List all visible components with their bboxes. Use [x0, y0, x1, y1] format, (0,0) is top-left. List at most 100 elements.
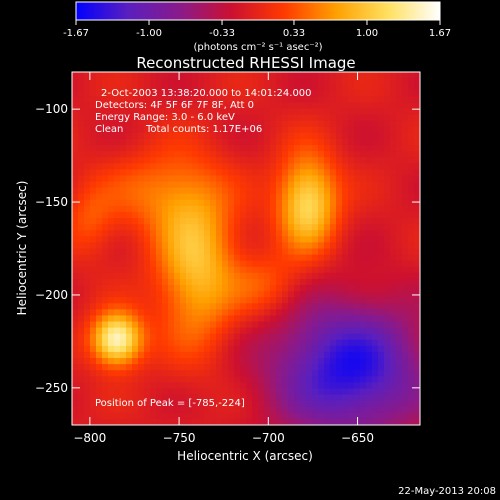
heatmap-cell — [354, 272, 361, 280]
heatmap-cell — [102, 358, 109, 365]
heatmap-cell — [72, 230, 79, 237]
heatmap-cell — [132, 315, 139, 323]
heatmap-cell — [264, 406, 271, 414]
heatmap-cell — [210, 278, 217, 286]
heatmap-cell — [174, 358, 181, 365]
heatmap-cell — [162, 78, 169, 85]
heatmap-cell — [330, 303, 337, 310]
heatmap-cell — [300, 145, 307, 152]
heatmap-cell — [72, 102, 79, 110]
heatmap-cell — [150, 315, 157, 323]
heatmap-cell — [258, 72, 265, 79]
heatmap-cell — [318, 303, 325, 310]
heatmap-cell — [270, 163, 277, 170]
heatmap-cell — [96, 163, 103, 170]
heatmap-cell — [336, 351, 343, 359]
heatmap-cell — [342, 327, 349, 335]
heatmap-cell — [90, 339, 97, 347]
heatmap-cell — [366, 315, 373, 323]
heatmap-cell — [366, 224, 373, 231]
heatmap-cell — [192, 163, 199, 170]
heatmap-cell — [222, 382, 229, 390]
heatmap-cell — [222, 248, 229, 256]
heatmap-cell — [198, 224, 205, 231]
heatmap-cell — [330, 364, 337, 371]
heatmap-cell — [162, 126, 169, 134]
heatmap-cell — [228, 254, 235, 262]
heatmap-cell — [72, 327, 79, 335]
heatmap-cell — [246, 169, 253, 177]
heatmap-cell — [306, 157, 313, 164]
heatmap-cell — [360, 309, 367, 317]
heatmap-cell — [168, 400, 175, 408]
heatmap-cell — [102, 333, 109, 341]
heatmap-cell — [264, 382, 271, 390]
heatmap-cell — [288, 382, 295, 390]
heatmap-cell — [282, 187, 289, 195]
heatmap-cell — [72, 400, 79, 408]
colorbar-ticks: -1.67 -1.00 -0.33 0.33 1.00 1.67 — [63, 20, 451, 39]
heatmap-cell — [240, 364, 247, 371]
heatmap-cell — [138, 102, 145, 110]
heatmap-cell — [126, 132, 133, 140]
heatmap-cell — [120, 406, 127, 414]
heatmap-cell — [210, 169, 217, 177]
heatmap-cell — [336, 84, 343, 91]
heatmap-cell — [84, 418, 91, 425]
heatmap-cell — [120, 145, 127, 152]
heatmap-cell — [288, 370, 295, 377]
heatmap-cell — [300, 236, 307, 244]
heatmap-cell — [222, 272, 229, 280]
heatmap-cell — [396, 400, 403, 408]
heatmap-cell — [276, 370, 283, 377]
heatmap-cell — [360, 388, 367, 396]
heatmap-cell — [120, 242, 127, 250]
heatmap-cell — [294, 339, 301, 347]
heatmap-cell — [390, 266, 397, 274]
heatmap-cell — [366, 291, 373, 298]
heatmap-cell — [258, 157, 265, 164]
heatmap-cell — [204, 72, 211, 79]
heatmap-cell — [210, 351, 217, 359]
heatmap-cell — [336, 90, 343, 97]
heatmap-cell — [162, 145, 169, 152]
heatmap-cell — [258, 199, 265, 207]
heatmap-cell — [156, 199, 163, 207]
heatmap-cell — [228, 120, 235, 128]
heatmap-cell — [234, 157, 241, 164]
heatmap-cell — [198, 278, 205, 286]
heatmap-cell — [240, 218, 247, 225]
heatmap-cell — [252, 278, 259, 286]
heatmap-cell — [402, 163, 409, 170]
heatmap-cell — [204, 163, 211, 170]
y-axis-ticks: −100−150−200−250 — [35, 102, 420, 395]
heatmap-cell — [78, 394, 85, 402]
heatmap-cell — [384, 260, 391, 268]
heatmap-cell — [378, 364, 385, 371]
heatmap-cell — [240, 187, 247, 195]
heatmap-cell — [90, 181, 97, 189]
heatmap-cell — [372, 236, 379, 244]
heatmap-cell — [276, 321, 283, 329]
heatmap-cell — [300, 418, 307, 425]
heatmap-cell — [216, 358, 223, 365]
heatmap-cell — [78, 230, 85, 237]
heatmap-cell — [174, 114, 181, 122]
heatmap-cell — [162, 163, 169, 170]
heatmap-cell — [366, 406, 373, 414]
heatmap-cell — [306, 254, 313, 262]
heatmap-cell — [96, 351, 103, 359]
heatmap-cell — [348, 394, 355, 402]
heatmap-cell — [132, 132, 139, 140]
heatmap-cell — [108, 169, 115, 177]
heatmap-cell — [72, 266, 79, 274]
heatmap-cell — [276, 364, 283, 371]
heatmap-cell — [288, 72, 295, 79]
heatmap-cell — [234, 236, 241, 244]
heatmap-cell — [126, 272, 133, 280]
heatmap-cell — [240, 333, 247, 341]
heatmap-cell — [294, 400, 301, 408]
heatmap-cell — [402, 303, 409, 310]
heatmap-cell — [78, 370, 85, 377]
heatmap-cell — [336, 145, 343, 152]
